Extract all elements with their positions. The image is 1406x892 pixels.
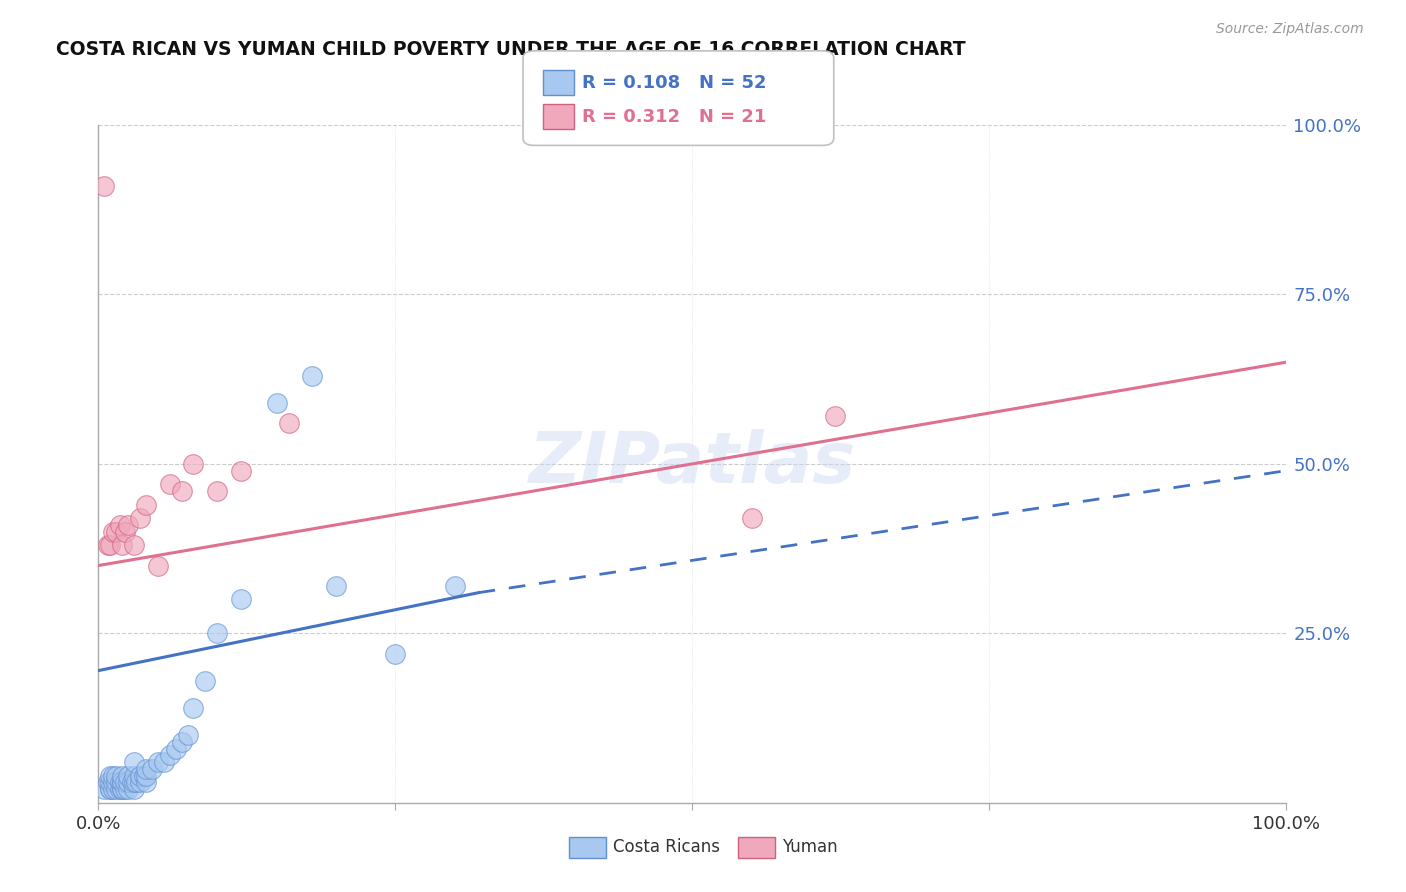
Point [207, 626, 229, 640]
Point [121, 775, 143, 789]
Point [125, 775, 148, 789]
Point [176, 728, 198, 742]
Point [108, 775, 131, 789]
Point [98, 782, 121, 797]
Point [122, 782, 145, 797]
Point [277, 416, 299, 430]
Point [111, 769, 134, 783]
Point [135, 769, 157, 783]
Point [141, 762, 163, 776]
Point [129, 775, 152, 789]
Point [111, 775, 134, 789]
Point [122, 755, 145, 769]
Point [159, 477, 181, 491]
Point [207, 483, 229, 498]
Text: Yuman: Yuman [782, 838, 838, 856]
Point [301, 368, 323, 383]
Point [824, 409, 846, 424]
Point [105, 769, 128, 783]
Point [93, 178, 115, 193]
Point [105, 775, 128, 789]
Point [122, 769, 145, 783]
Point [135, 762, 157, 776]
Point [183, 457, 205, 471]
Text: ZIPatlas: ZIPatlas [529, 429, 856, 499]
Point [98, 782, 121, 797]
Point [117, 517, 139, 532]
Point [117, 782, 139, 797]
Point [114, 524, 136, 539]
Point [159, 748, 181, 763]
Text: R = 0.312   N = 21: R = 0.312 N = 21 [582, 108, 766, 126]
Point [741, 511, 763, 525]
Point [384, 647, 406, 661]
Point [97, 775, 120, 789]
Point [229, 592, 252, 607]
Point [266, 396, 288, 410]
Point [93, 782, 115, 797]
Point [101, 769, 124, 783]
Point [325, 579, 347, 593]
Point [101, 524, 124, 539]
Point [111, 775, 134, 789]
Point [111, 538, 134, 552]
Point [101, 782, 124, 797]
Point [183, 701, 205, 715]
Point [105, 782, 128, 797]
Point [111, 782, 134, 797]
Point [135, 498, 157, 512]
Point [98, 769, 121, 783]
Point [105, 524, 128, 539]
Point [129, 769, 152, 783]
Point [117, 769, 139, 783]
Point [135, 775, 157, 789]
Point [165, 741, 187, 756]
Point [129, 511, 152, 525]
Point [152, 755, 174, 769]
Point [101, 775, 124, 789]
Point [108, 782, 131, 797]
Point [444, 579, 467, 593]
Point [98, 775, 121, 789]
Point [108, 517, 131, 532]
Point [117, 775, 139, 789]
Point [114, 782, 136, 797]
Text: Costa Ricans: Costa Ricans [613, 838, 720, 856]
Point [122, 775, 145, 789]
Point [114, 775, 136, 789]
Point [170, 735, 193, 749]
Point [111, 782, 134, 797]
Point [229, 464, 252, 478]
Point [146, 558, 169, 573]
Point [122, 538, 145, 552]
Text: R = 0.108   N = 52: R = 0.108 N = 52 [582, 74, 766, 92]
Text: COSTA RICAN VS YUMAN CHILD POVERTY UNDER THE AGE OF 16 CORRELATION CHART: COSTA RICAN VS YUMAN CHILD POVERTY UNDER… [56, 40, 966, 59]
Point [132, 769, 155, 783]
Point [170, 483, 193, 498]
Point [146, 755, 169, 769]
Text: Source: ZipAtlas.com: Source: ZipAtlas.com [1216, 22, 1364, 37]
Point [98, 538, 121, 552]
Point [194, 673, 217, 688]
Point [97, 538, 120, 552]
